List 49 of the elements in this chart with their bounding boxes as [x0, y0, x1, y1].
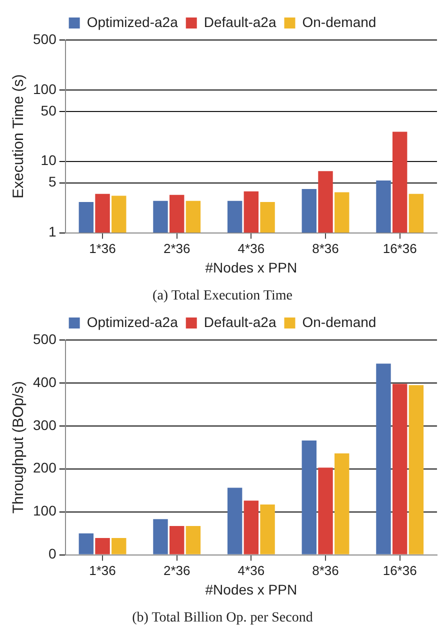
- text: (b) Total Billion Op. per Second: [132, 610, 313, 626]
- bar: [186, 526, 201, 554]
- bar: [392, 384, 408, 554]
- bar: [302, 440, 317, 554]
- y-tick-label: 200: [33, 460, 57, 476]
- bar: [318, 468, 333, 554]
- legend-label: On-demand: [302, 14, 376, 30]
- x-axis-title: #Nodes x PPN: [205, 260, 298, 276]
- bar: [153, 519, 168, 554]
- y-tick-label: 500: [33, 330, 57, 347]
- x-tick-label: 2*36: [163, 563, 190, 578]
- y-tick-label: 100: [33, 502, 57, 519]
- y-tick-label: 1: [48, 224, 57, 240]
- text: (a) Total Execution Time: [152, 288, 292, 304]
- bar: [244, 500, 259, 554]
- legend-label: Default-a2a: [204, 314, 276, 330]
- bar: [376, 364, 391, 554]
- y-tick-label: 0: [48, 546, 57, 562]
- bar: [95, 538, 110, 554]
- bar: [334, 453, 350, 554]
- x-tick-label: 1*36: [89, 241, 116, 256]
- bar: [408, 385, 424, 554]
- y-tick-label: 10: [40, 152, 57, 168]
- bar: [78, 533, 94, 554]
- x-tick-label: 2*36: [163, 241, 190, 256]
- y-tick-label: 100: [33, 80, 57, 97]
- x-tick-label: 4*36: [238, 563, 265, 578]
- bar: [260, 504, 275, 554]
- x-axis-title: #Nodes x PPN: [205, 582, 298, 598]
- y-tick-label: 500: [33, 30, 57, 47]
- x-tick-label: 8*36: [312, 241, 339, 256]
- x-tick-label: 4*36: [238, 241, 265, 256]
- x-tick-label: 8*36: [312, 563, 339, 578]
- y-tick-label: 5: [48, 174, 57, 190]
- legend-label: Default-a2a: [204, 14, 276, 30]
- legend-label: On-demand: [302, 314, 376, 330]
- bar: [112, 538, 126, 554]
- y-tick-label: 300: [33, 416, 57, 433]
- x-tick-label: 1*36: [89, 563, 116, 578]
- bar: [227, 488, 242, 554]
- y-axis-title: Throughput (BOp/s): [10, 381, 28, 514]
- y-axis-title: Execution Time (s): [10, 74, 28, 199]
- y-tick-label: 400: [33, 374, 57, 390]
- x-tick-label: 16*36: [382, 241, 417, 256]
- x-tick-label: 16*36: [382, 563, 417, 578]
- legend-label: Optimized-a2a: [86, 314, 178, 330]
- bar: [169, 526, 184, 554]
- legend-label: Optimized-a2a: [86, 14, 178, 30]
- y-tick-label: 50: [40, 102, 57, 118]
